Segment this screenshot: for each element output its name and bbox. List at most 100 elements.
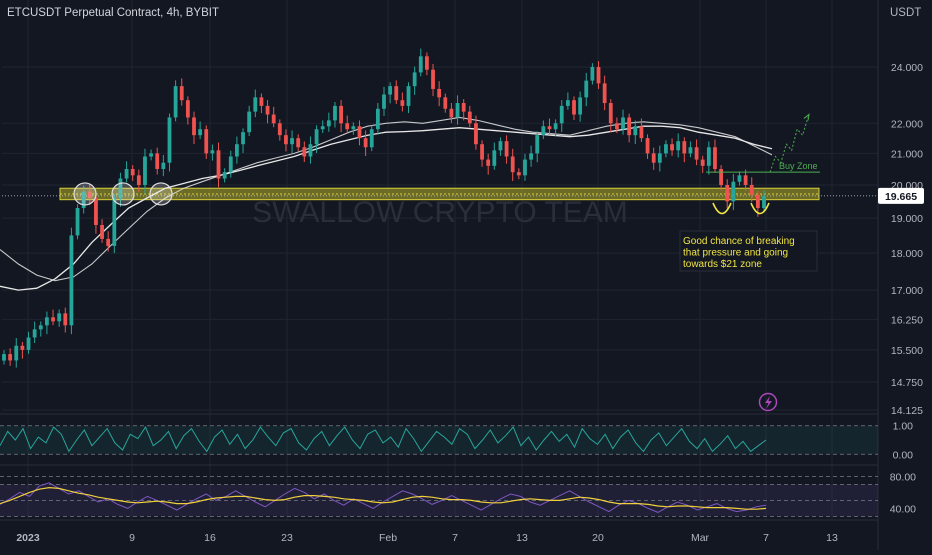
candle-body: [167, 117, 172, 163]
candle-body: [431, 69, 435, 89]
candle-body: [241, 132, 245, 145]
currency-label: USDT: [890, 7, 921, 19]
lightning-badge[interactable]: [758, 392, 778, 412]
candle-body: [296, 138, 301, 148]
candle-body: [627, 117, 632, 136]
candle-body: [516, 172, 521, 176]
candle-body: [449, 108, 454, 118]
candle-body: [418, 56, 423, 73]
time-tick-label: 2023: [16, 532, 40, 544]
candle-body: [492, 150, 497, 166]
time-tick-label: 7: [763, 532, 769, 544]
price-tick-label: 17.000: [891, 285, 923, 297]
candle-body: [155, 153, 160, 169]
candle-body: [45, 317, 49, 326]
candle-body: [657, 153, 662, 163]
lightning-badge-ring: [758, 392, 778, 412]
candle-body: [682, 141, 687, 154]
candle-body: [755, 194, 760, 209]
touch-marker-2: [111, 182, 135, 206]
candle-body: [608, 103, 613, 124]
candle-body: [559, 105, 564, 124]
candle-body: [547, 126, 552, 130]
candle-body: [633, 126, 638, 136]
candle-body: [210, 150, 215, 154]
projection-path: [769, 117, 809, 173]
candle-body: [149, 153, 153, 157]
candle-body: [529, 153, 533, 160]
candle-body: [26, 337, 31, 350]
candle-body: [467, 111, 472, 124]
candle-body: [81, 191, 86, 209]
price-axis: 24.00022.00021.00020.00019.00018.00017.0…: [878, 62, 924, 515]
candle-body: [615, 123, 619, 130]
candle-body: [136, 175, 141, 185]
candle-body: [388, 86, 393, 95]
candle-body: [363, 138, 368, 148]
candle-body: [14, 345, 19, 361]
candle-body: [602, 83, 607, 104]
candle-body: [20, 345, 25, 350]
rsi-ma-line: [0, 486, 767, 510]
candle-body: [57, 313, 62, 322]
moving-averages: [0, 116, 773, 291]
time-tick-label: 7: [452, 532, 458, 544]
candle-body: [725, 184, 730, 202]
price-tick-label: 16.250: [891, 314, 923, 326]
price-tick-label: 15.500: [891, 345, 923, 357]
time-tick-label: 9: [129, 532, 135, 544]
price-tick-label: 21.000: [891, 148, 923, 160]
candle-body: [173, 86, 178, 118]
candle-body: [161, 162, 166, 169]
curve-left: [712, 202, 732, 215]
candle-body: [333, 105, 337, 121]
candle-body: [504, 141, 509, 157]
candle-body: [8, 354, 13, 361]
candle-body: [535, 135, 540, 154]
candle-body: [455, 103, 460, 118]
rsi-band: [0, 484, 878, 517]
osc-tick-label: 1.00: [893, 421, 914, 433]
candle-body: [69, 235, 74, 326]
candle-body: [639, 126, 644, 139]
candle-body: [443, 97, 448, 109]
time-tick-label: Feb: [379, 532, 397, 544]
candle-body: [339, 105, 343, 124]
candle-body: [382, 94, 386, 109]
candle-body: [204, 129, 209, 154]
candle-body: [762, 196, 766, 209]
candle-body: [2, 354, 6, 361]
candle-body: [185, 100, 190, 118]
rsi-tick-label: 80.00: [890, 471, 916, 483]
candle-body: [277, 123, 282, 136]
candle-body: [590, 67, 595, 81]
candle-body: [553, 123, 558, 130]
osc-band: [0, 425, 878, 455]
candle-body: [284, 135, 288, 145]
candle-body: [357, 126, 362, 139]
buy-zone-label: Buy Zone: [779, 161, 818, 171]
price-tick-label: 19.000: [891, 213, 923, 225]
current-price-tag: [878, 187, 924, 204]
candle-body: [345, 123, 350, 130]
candle-body: [32, 329, 37, 338]
candle-body: [578, 97, 583, 115]
candle-body: [737, 175, 742, 182]
candle-body: [749, 184, 754, 195]
candle-body: [523, 159, 527, 176]
time-tick-label: 13: [516, 532, 528, 544]
price-tick-label: 14.125: [891, 405, 923, 417]
candle-body: [259, 97, 264, 106]
candle-body: [308, 144, 313, 157]
touch-marker-1: [73, 182, 97, 206]
candle-body: [247, 111, 252, 133]
candle-body: [375, 108, 380, 130]
candle-body: [228, 156, 233, 173]
watermark: SWALLOW CRYPTO TEAM: [252, 196, 628, 229]
oscillator-pane: [0, 425, 878, 455]
candle-body: [118, 178, 123, 199]
time-tick-label: 13: [826, 532, 838, 544]
